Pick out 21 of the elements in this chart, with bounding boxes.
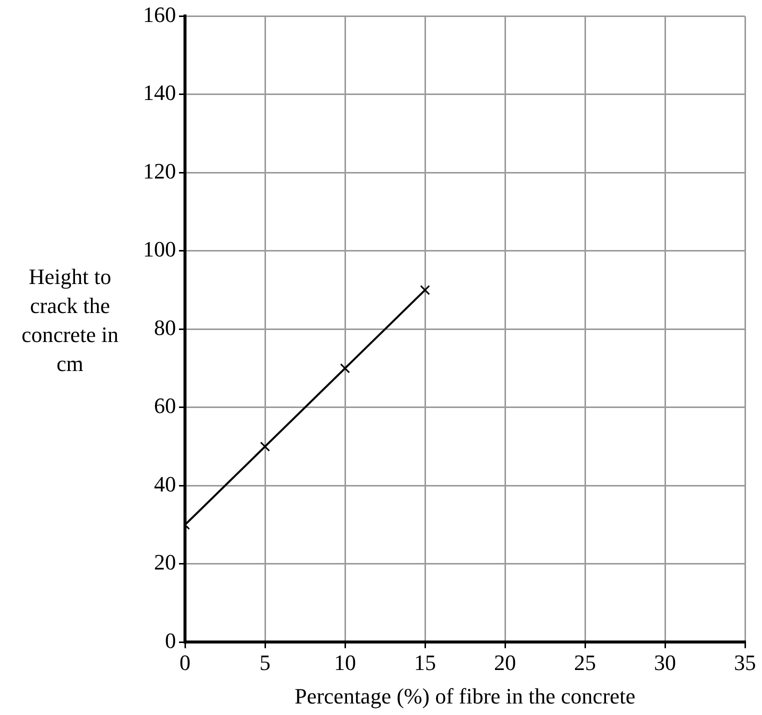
y-tick-label: 100 — [143, 236, 176, 262]
y-tick-label: 20 — [154, 550, 176, 575]
x-tick-label: 35 — [734, 650, 756, 676]
x-tick-label: 25 — [574, 650, 596, 676]
x-tick-label: 5 — [260, 650, 270, 676]
x-tick-label: 15 — [414, 650, 436, 676]
y-tick-label: 60 — [154, 393, 176, 418]
point — [340, 363, 350, 374]
x-tick-label: 20 — [494, 650, 516, 676]
y-tick-label: 120 — [143, 158, 176, 184]
y-tick-label: 40 — [154, 471, 176, 496]
x-tick-label: 10 — [334, 650, 356, 676]
y-tick-label: 140 — [143, 80, 176, 106]
y-tick-label: 160 — [143, 2, 176, 27]
point — [420, 285, 430, 296]
x-tick-label: 30 — [654, 650, 676, 676]
x-axis-title: Percentage (%) of fibre in the concrete — [294, 684, 636, 709]
y-axis-title: Height to crack the concrete in cm — [20, 263, 120, 378]
y-tick-label: 80 — [154, 314, 176, 340]
point — [260, 442, 270, 452]
y-tick-label: 0 — [165, 628, 176, 653]
